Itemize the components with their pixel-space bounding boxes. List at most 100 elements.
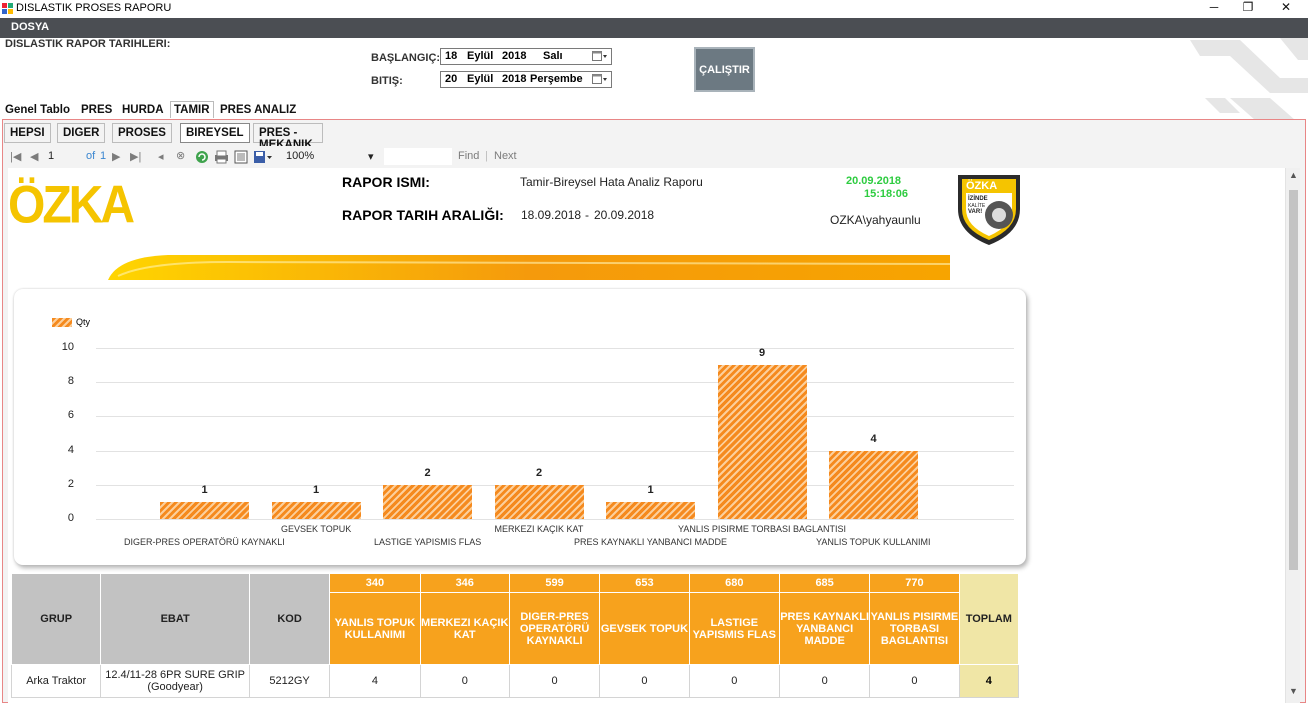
tab-proses[interactable]: PROSES bbox=[112, 123, 172, 143]
badge-line-3: VAR! bbox=[968, 209, 983, 215]
end-date-picker[interactable]: 20 Eylül 2018 Perşembe bbox=[440, 71, 612, 88]
chart-bar bbox=[271, 501, 361, 519]
tab-genel-tablo[interactable]: Genel Tablo bbox=[5, 104, 70, 116]
report-date: 20.09.2018 bbox=[846, 175, 902, 187]
cell-total: 4 bbox=[958, 664, 1020, 698]
chart-gridline bbox=[96, 450, 1014, 452]
run-button[interactable]: ÇALIŞTIR bbox=[694, 47, 755, 92]
back-icon[interactable]: ◂ bbox=[158, 151, 164, 163]
y-tick-label: 6 bbox=[67, 409, 74, 422]
scroll-down-icon[interactable]: ▼ bbox=[1289, 686, 1298, 696]
chart-gridline bbox=[96, 519, 1014, 520]
refresh-icon[interactable] bbox=[195, 150, 209, 164]
chart-gridline bbox=[96, 382, 1014, 384]
menu-file[interactable]: DOSYA bbox=[11, 21, 50, 33]
header-code: 599 bbox=[508, 573, 601, 593]
dates-heading: DISLASTIK RAPOR TARIHLERI: bbox=[5, 38, 171, 50]
next-button[interactable]: Next bbox=[494, 150, 517, 162]
calendar-dropdown-icon[interactable] bbox=[592, 74, 608, 85]
header-code: 770 bbox=[869, 573, 960, 593]
close-icon[interactable]: ✕ bbox=[1280, 0, 1292, 14]
tab-diger[interactable]: DIGER bbox=[57, 123, 106, 143]
cell-kod: 5212GY bbox=[248, 664, 331, 698]
vertical-scrollbar[interactable]: ▲ ▼ bbox=[1285, 168, 1300, 703]
find-input[interactable] bbox=[384, 148, 452, 165]
report-toolbar: |◀ ◀ 1 of 1 ▶ ▶| ◂ ⊗ 100% ▾ Find | Next bbox=[6, 146, 1302, 168]
report-viewer: ÖZKA RAPOR ISMI: Tamir-Bireysel Hata Ana… bbox=[8, 168, 1298, 703]
end-month: Eylül bbox=[467, 73, 494, 85]
start-year: 2018 bbox=[502, 50, 527, 62]
zoom-dropdown-icon[interactable]: ▾ bbox=[368, 151, 374, 163]
x-category-label: LASTIGE YAPISMIS FLAS bbox=[374, 537, 482, 547]
minimize-icon[interactable]: ─ bbox=[1209, 0, 1219, 14]
x-category-label: YANLIS TOPUK KULLANIMI bbox=[816, 537, 931, 547]
end-date-label: BITIŞ: bbox=[371, 75, 403, 87]
tab-pres-analiz[interactable]: PRES ANALIZ bbox=[220, 104, 297, 116]
header-defect-name: PRES KAYNAKLI YANBANCI MADDE bbox=[778, 592, 871, 665]
find-button[interactable]: Find bbox=[458, 150, 480, 162]
tab-hepsi[interactable]: HEPSI bbox=[4, 123, 51, 143]
report-range-label: RAPOR TARIH ARALIĞI: bbox=[342, 207, 504, 223]
legend-label: Qty bbox=[76, 317, 91, 327]
bar-value-label: 9 bbox=[758, 347, 766, 360]
window-title: DISLASTIK PROSES RAPORU bbox=[16, 2, 172, 14]
print-icon[interactable] bbox=[214, 150, 229, 164]
header-code: 680 bbox=[688, 573, 780, 593]
page-number-input[interactable]: 1 bbox=[48, 150, 55, 162]
cell-value: 4 bbox=[329, 664, 421, 698]
scrollbar-thumb[interactable] bbox=[1289, 190, 1298, 570]
cell-value: 0 bbox=[419, 664, 510, 698]
bar-value-label: 2 bbox=[535, 466, 543, 479]
tab-pres-mekanik-elektrik[interactable]: PRES - MEKANIK ELEKTRIK bbox=[253, 123, 323, 163]
bar-value-label: 1 bbox=[647, 483, 654, 496]
y-tick-label: 10 bbox=[61, 341, 74, 353]
scroll-up-icon[interactable]: ▲ bbox=[1289, 170, 1298, 180]
y-tick-label: 0 bbox=[67, 512, 74, 524]
first-page-icon[interactable]: |◀ bbox=[10, 151, 22, 163]
bar-value-label: 2 bbox=[424, 466, 431, 479]
tab-pres[interactable]: PRES bbox=[81, 104, 113, 116]
cell-value: 0 bbox=[508, 664, 601, 698]
table-header-code-row: GRUP EBAT KOD 340 346 599 653 680 685 77… bbox=[10, 573, 1020, 665]
bar-value-label: 1 bbox=[201, 483, 208, 496]
ozka-logo: ÖZKA bbox=[8, 176, 135, 235]
ozka-quality-badge: ÖZKA İZİNDE KALİTE VAR! bbox=[954, 171, 1024, 247]
page-layout-icon[interactable] bbox=[234, 150, 248, 164]
start-day: 18 bbox=[445, 50, 458, 62]
last-page-icon[interactable]: ▶| bbox=[130, 151, 142, 163]
start-month: Eylül bbox=[467, 50, 494, 62]
stop-icon[interactable]: ⊗ bbox=[176, 150, 186, 162]
title-bar: DISLASTIK PROSES RAPORU ─ ❐ ✕ bbox=[0, 0, 1308, 17]
start-date-picker[interactable]: 18 Eylül 2018 Salı bbox=[440, 48, 612, 65]
header-defect-name: DIGER-PRES OPERATÖRÜ KAYNAKLI bbox=[508, 592, 601, 665]
header-defect-name: GEVSEK TOPUK bbox=[599, 592, 690, 665]
start-weekday: Salı bbox=[543, 50, 563, 62]
prev-page-icon[interactable]: ◀ bbox=[30, 151, 39, 163]
restore-icon[interactable]: ❐ bbox=[1242, 0, 1254, 14]
tab-tamir[interactable]: TAMIR bbox=[170, 101, 214, 118]
chart-bar bbox=[494, 484, 584, 519]
y-tick-label: 2 bbox=[67, 477, 74, 490]
end-day: 20 bbox=[445, 73, 458, 85]
table-row: Arka Traktor 12.4/11-28 6PR SURE GRIP (G… bbox=[10, 664, 1020, 698]
x-category-label: PRES KAYNAKLI YANBANCI MADDE bbox=[574, 537, 728, 547]
chart-bar bbox=[383, 484, 472, 519]
badge-brand: ÖZKA bbox=[966, 180, 998, 192]
start-date-label: BAŞLANGIÇ: bbox=[371, 52, 441, 64]
header-kod: KOD bbox=[248, 573, 331, 665]
chart-bar bbox=[160, 501, 249, 519]
tab-bireysel[interactable]: BIREYSEL bbox=[180, 123, 250, 143]
zoom-select[interactable]: 100% bbox=[286, 150, 315, 162]
header-code: 653 bbox=[599, 573, 690, 593]
chart-gridline bbox=[96, 348, 1014, 349]
header-code: 346 bbox=[419, 573, 510, 593]
legend-swatch bbox=[52, 318, 72, 327]
cell-value: 0 bbox=[688, 664, 780, 698]
export-icon[interactable] bbox=[253, 150, 273, 164]
menu-bar: DOSYA bbox=[0, 18, 1308, 38]
end-weekday: Perşembe bbox=[530, 73, 583, 85]
next-page-icon[interactable]: ▶ bbox=[112, 151, 121, 163]
tab-hurda[interactable]: HURDA bbox=[122, 104, 164, 116]
calendar-dropdown-icon[interactable] bbox=[592, 51, 608, 62]
header-defect-name: YANLIS PISIRME TORBASI BAGLANTISI bbox=[869, 592, 960, 665]
